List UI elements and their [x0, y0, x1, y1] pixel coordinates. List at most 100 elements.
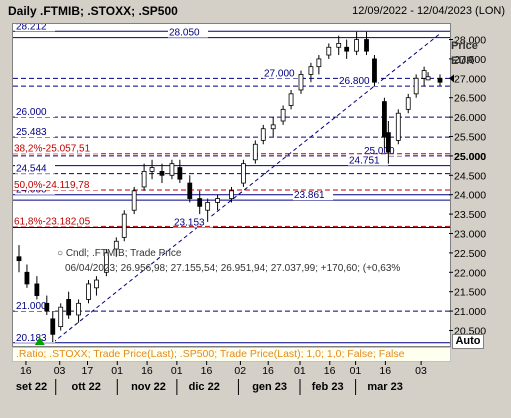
- xtick-day-12: 16: [379, 365, 391, 377]
- candle-body-33: [326, 46, 332, 56]
- candle-body-43: [413, 77, 419, 95]
- price-axis-svg: 28.000 27.500 27.000 26.500 26.000 25.500 25.0…: [449, 35, 486, 337]
- candle-body-1: [24, 271, 30, 285]
- candle-body-34: [336, 42, 342, 48]
- xtick-day-9: 01: [294, 365, 306, 377]
- ytick-label-10: 23.000: [454, 228, 486, 240]
- candle-body-13: [131, 190, 137, 211]
- ytick-label-0: 28.000: [454, 35, 486, 47]
- xtick-day-0: 16: [20, 365, 32, 377]
- xtick-month-0: set 22: [16, 381, 47, 393]
- candle-body-45: [425, 76, 431, 81]
- level-label-bg-3: [338, 75, 378, 87]
- level-label-bg-6: [363, 144, 403, 156]
- level-label-bg-11: [173, 216, 213, 228]
- ytick-label-1: 27.500: [454, 54, 486, 66]
- highlight-price-label: 25.000: [454, 151, 486, 163]
- ytick-label-12: 22.000: [454, 267, 486, 279]
- candle-body-25: [252, 143, 258, 161]
- candle-body-27: [270, 124, 276, 130]
- xtick-day-10: 16: [324, 365, 336, 377]
- candle-body-24: [241, 163, 246, 184]
- fib-label-0: 38,2%-25.057,51: [14, 144, 91, 155]
- candle-body-5: [58, 306, 64, 328]
- legend-footer-text: .Ratio; .STOXX; Trade Price(Last); .SP50…: [16, 348, 405, 360]
- xtick-day-8: 16: [262, 365, 274, 377]
- level-label-10: 23.861: [294, 190, 325, 201]
- xtick-day-13: 03: [415, 365, 427, 377]
- candle-body-26: [260, 128, 266, 141]
- candle-body-39: [381, 101, 387, 137]
- level-label-bg-8: [15, 162, 55, 174]
- candle-body-37: [364, 39, 369, 52]
- fib-label-1: 50,0%-24.119,78: [14, 180, 90, 191]
- xtick-month-6: mar 23: [367, 381, 402, 393]
- ytick-label-11: 22.500: [454, 248, 486, 260]
- ytick-label-3: 26.500: [454, 93, 486, 105]
- level-label-11: 23.153: [174, 218, 205, 229]
- level-label-bg-13: [15, 331, 55, 343]
- ytick-label-6: 25.000: [454, 151, 486, 163]
- candle-body-9: [94, 279, 99, 289]
- ytick-label-7: 24.500: [454, 170, 486, 182]
- candle-body-32: [316, 58, 322, 68]
- candle-body-23: [229, 190, 234, 199]
- title-bar: Daily .FTMIB; .STOXX; .SP500 12/09/2022 …: [0, 0, 511, 23]
- xtick-day-3: 01: [111, 365, 123, 377]
- last-price-pointer: [449, 74, 454, 83]
- xtick-month-5: feb 23: [312, 381, 344, 393]
- date-axis: 16 03 17 01 16 01 16 02 16 01 16 01 16 03 set 22 ott 22…: [12, 361, 449, 413]
- candle-body-40: [385, 132, 391, 153]
- auto-scale-button[interactable]: Auto: [452, 334, 484, 349]
- candle-body-44: [421, 70, 427, 79]
- plot-area[interactable]: 28.212 28.050 27.000 26.800 26.000 25.483 25.0…: [12, 23, 451, 347]
- candle-body-17: [169, 163, 175, 176]
- fib-label-2: 61,8%-23.182,05: [14, 216, 91, 227]
- candle-body-21: [205, 202, 211, 211]
- ytick-label-13: 21.500: [454, 287, 486, 299]
- level-label-bg-7: [348, 154, 388, 166]
- xtick-month-2: nov 22: [131, 381, 166, 393]
- level-label-1: 28.050: [169, 28, 200, 39]
- ytick-label-4: 26.000: [454, 112, 486, 124]
- candle-body-29: [288, 93, 294, 106]
- candle-body-8: [86, 283, 91, 300]
- candle-body-18: [177, 167, 183, 180]
- candle-body-20: [197, 198, 203, 207]
- candle-body-30: [298, 74, 304, 91]
- candle-body-35: [344, 46, 350, 52]
- xtick-day-2: 17: [82, 365, 94, 377]
- info-line2: 06/04/2023; 26.956,98; 27.155,54; 26.951…: [65, 263, 400, 274]
- xtick-day-7: 02: [234, 365, 246, 377]
- ytick-label-9: 23.500: [454, 209, 486, 221]
- level-label-bg-4: [15, 106, 55, 118]
- xtick-day-11: 01: [350, 365, 362, 377]
- ytick-label-14: 21.000: [454, 306, 486, 318]
- candle-body-16: [159, 171, 165, 176]
- level-label-13: 20.183: [16, 333, 47, 344]
- level-label-bg-5: [15, 126, 55, 138]
- candle-body-14: [141, 171, 147, 188]
- candle-body-28: [280, 108, 286, 122]
- axis-unit-price: Price: [451, 40, 478, 52]
- candle-body-12: [121, 213, 127, 238]
- level-label-3: 26.800: [339, 76, 370, 87]
- xtick-day-4: 16: [141, 365, 153, 377]
- date-axis-svg: 16 03 17 01 16 01 16 02 16 01 16 01 16 03 set 22 ott 22…: [16, 361, 427, 395]
- trend-line: [52, 33, 441, 344]
- date-range: 12/09/2022 - 12/04/2023 (LON): [352, 5, 505, 17]
- candle-body-46: [437, 77, 443, 83]
- legend-footer: .Ratio; .STOXX; Trade Price(Last); .SP50…: [12, 347, 451, 362]
- level-label-bg-12: [15, 300, 55, 312]
- price-chart[interactable]: 28.212 28.050 27.000 26.800 26.000 25.483 25.0…: [13, 24, 450, 346]
- level-label-7: 24.751: [349, 156, 380, 167]
- xtick-month-3: dic 22: [189, 381, 220, 393]
- level-label-5: 25.483: [16, 127, 47, 138]
- info-line1: ○ Cndl; .FTMIB; Trade Price: [57, 248, 182, 259]
- candle-body-42: [405, 97, 411, 110]
- candle-body-15: [149, 167, 155, 172]
- candle-body-0: [16, 256, 22, 262]
- level-label-bg-2: [263, 67, 303, 79]
- candle-body-3: [44, 302, 50, 312]
